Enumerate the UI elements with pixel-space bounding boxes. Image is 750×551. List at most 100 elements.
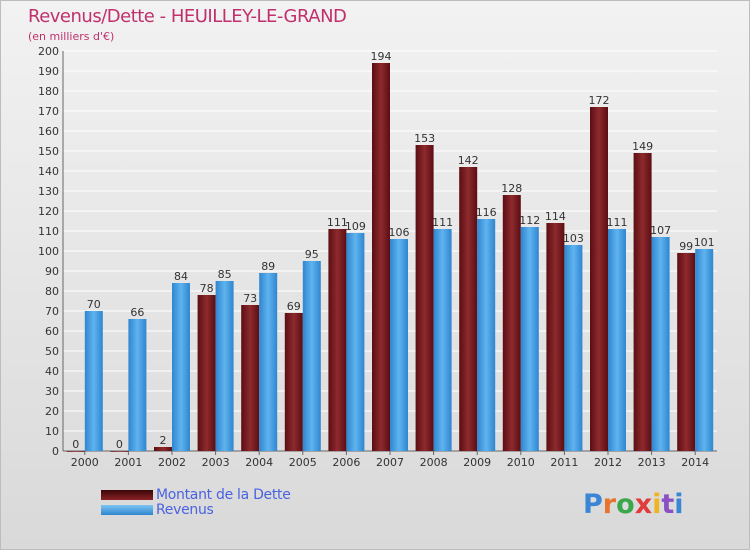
y-tick-label: 200 bbox=[38, 45, 59, 58]
y-tick-label: 130 bbox=[38, 185, 59, 198]
y-tick-label: 70 bbox=[45, 305, 59, 318]
data-label-revenus: 111 bbox=[432, 216, 453, 229]
bar-dette bbox=[502, 195, 521, 451]
data-label-dette: 2 bbox=[160, 434, 167, 447]
y-tick-label: 30 bbox=[45, 385, 59, 398]
bar-dette bbox=[110, 451, 129, 452]
y-tick-label: 170 bbox=[38, 105, 59, 118]
logo-letter: o bbox=[616, 489, 635, 520]
bar-revenus bbox=[564, 245, 583, 451]
bar-dette bbox=[328, 229, 347, 451]
y-tick-label: 50 bbox=[45, 345, 59, 358]
data-label-dette: 172 bbox=[589, 94, 610, 107]
y-tick-label: 0 bbox=[52, 445, 59, 458]
bar-dette bbox=[284, 313, 303, 451]
chart-subtitle: (en milliers d'€) bbox=[28, 30, 115, 43]
bar-dette bbox=[415, 145, 434, 451]
x-tick-label: 2007 bbox=[376, 456, 404, 469]
data-label-revenus: 85 bbox=[218, 268, 232, 281]
logo-letter: i bbox=[652, 489, 662, 520]
chart-title: Revenus/Dette - HEUILLEY-LE-GRAND bbox=[28, 6, 347, 27]
logo-letter: r bbox=[602, 489, 617, 520]
x-tick-label: 2012 bbox=[594, 456, 622, 469]
data-label-dette: 99 bbox=[679, 240, 693, 253]
y-tick-label: 40 bbox=[45, 365, 59, 378]
bar-dette bbox=[546, 223, 565, 451]
legend-label-revenus: Revenus bbox=[156, 502, 214, 518]
y-tick-label: 120 bbox=[38, 205, 59, 218]
bar-revenus bbox=[390, 239, 408, 451]
y-tick-label: 190 bbox=[38, 65, 59, 78]
bar-dette bbox=[459, 167, 478, 451]
x-tick-label: 2000 bbox=[71, 456, 99, 469]
x-tick-label: 2014 bbox=[681, 456, 709, 469]
bar-revenus bbox=[651, 237, 670, 451]
x-tick-label: 2005 bbox=[289, 456, 317, 469]
bar-dette bbox=[677, 253, 696, 451]
data-label-dette: 149 bbox=[632, 140, 653, 153]
data-label-revenus: 107 bbox=[650, 224, 671, 237]
bar-revenus bbox=[215, 281, 234, 451]
y-tick-label: 110 bbox=[38, 225, 59, 238]
bar-dette bbox=[241, 305, 260, 451]
y-tick-label: 150 bbox=[38, 145, 59, 158]
data-label-dette: 153 bbox=[414, 132, 435, 145]
data-label-revenus: 89 bbox=[261, 260, 275, 273]
y-tick-label: 100 bbox=[38, 245, 59, 258]
legend-swatch-dette bbox=[101, 490, 153, 500]
y-tick-label: 140 bbox=[38, 165, 59, 178]
proxiti-logo: Proxiti bbox=[583, 489, 684, 520]
bar-dette bbox=[154, 447, 172, 451]
data-label-dette: 114 bbox=[545, 210, 566, 223]
data-label-revenus: 112 bbox=[519, 214, 540, 227]
x-tick-label: 2006 bbox=[332, 456, 360, 469]
y-tick-label: 180 bbox=[38, 85, 59, 98]
data-label-revenus: 111 bbox=[607, 216, 628, 229]
bar-dette bbox=[372, 63, 390, 451]
bar-revenus bbox=[128, 319, 147, 451]
bar-dette bbox=[66, 451, 85, 452]
logo-letter: P bbox=[583, 489, 603, 520]
data-label-revenus: 66 bbox=[130, 306, 144, 319]
data-label-revenus: 116 bbox=[476, 206, 497, 219]
y-tick-label: 90 bbox=[45, 265, 59, 278]
x-tick-label: 2003 bbox=[202, 456, 230, 469]
y-tick-label: 80 bbox=[45, 285, 59, 298]
bar-revenus bbox=[172, 283, 190, 451]
logo-letter: i bbox=[674, 489, 684, 520]
bar-revenus bbox=[520, 227, 539, 451]
x-tick-label: 2009 bbox=[463, 456, 491, 469]
data-label-dette: 128 bbox=[501, 182, 522, 195]
x-tick-label: 2008 bbox=[420, 456, 448, 469]
y-tick-label: 160 bbox=[38, 125, 59, 138]
bar-dette bbox=[197, 295, 216, 451]
y-tick-label: 10 bbox=[45, 425, 59, 438]
bar-revenus bbox=[695, 249, 714, 451]
x-tick-label: 2011 bbox=[550, 456, 578, 469]
bar-revenus bbox=[84, 311, 103, 451]
bar-revenus bbox=[346, 233, 365, 451]
data-label-revenus: 106 bbox=[389, 226, 410, 239]
data-label-dette: 111 bbox=[327, 216, 348, 229]
legend-swatch-revenus bbox=[101, 505, 153, 515]
logo-letter: x bbox=[634, 489, 653, 520]
logo-letter: t bbox=[661, 489, 675, 520]
bar-dette bbox=[590, 107, 608, 451]
data-label-dette: 0 bbox=[72, 438, 79, 451]
data-label-dette: 194 bbox=[371, 50, 392, 63]
x-tick-label: 2002 bbox=[158, 456, 186, 469]
data-label-dette: 69 bbox=[287, 300, 301, 313]
bar-revenus bbox=[608, 229, 626, 451]
data-label-dette: 142 bbox=[458, 154, 479, 167]
bar-revenus bbox=[259, 273, 278, 451]
bar-dette bbox=[633, 153, 652, 451]
y-tick-label: 60 bbox=[45, 325, 59, 338]
data-label-dette: 73 bbox=[243, 292, 257, 305]
data-label-revenus: 109 bbox=[345, 220, 366, 233]
data-label-revenus: 70 bbox=[87, 298, 101, 311]
x-tick-label: 2004 bbox=[245, 456, 273, 469]
bar-revenus bbox=[433, 229, 452, 451]
data-label-revenus: 95 bbox=[305, 248, 319, 261]
